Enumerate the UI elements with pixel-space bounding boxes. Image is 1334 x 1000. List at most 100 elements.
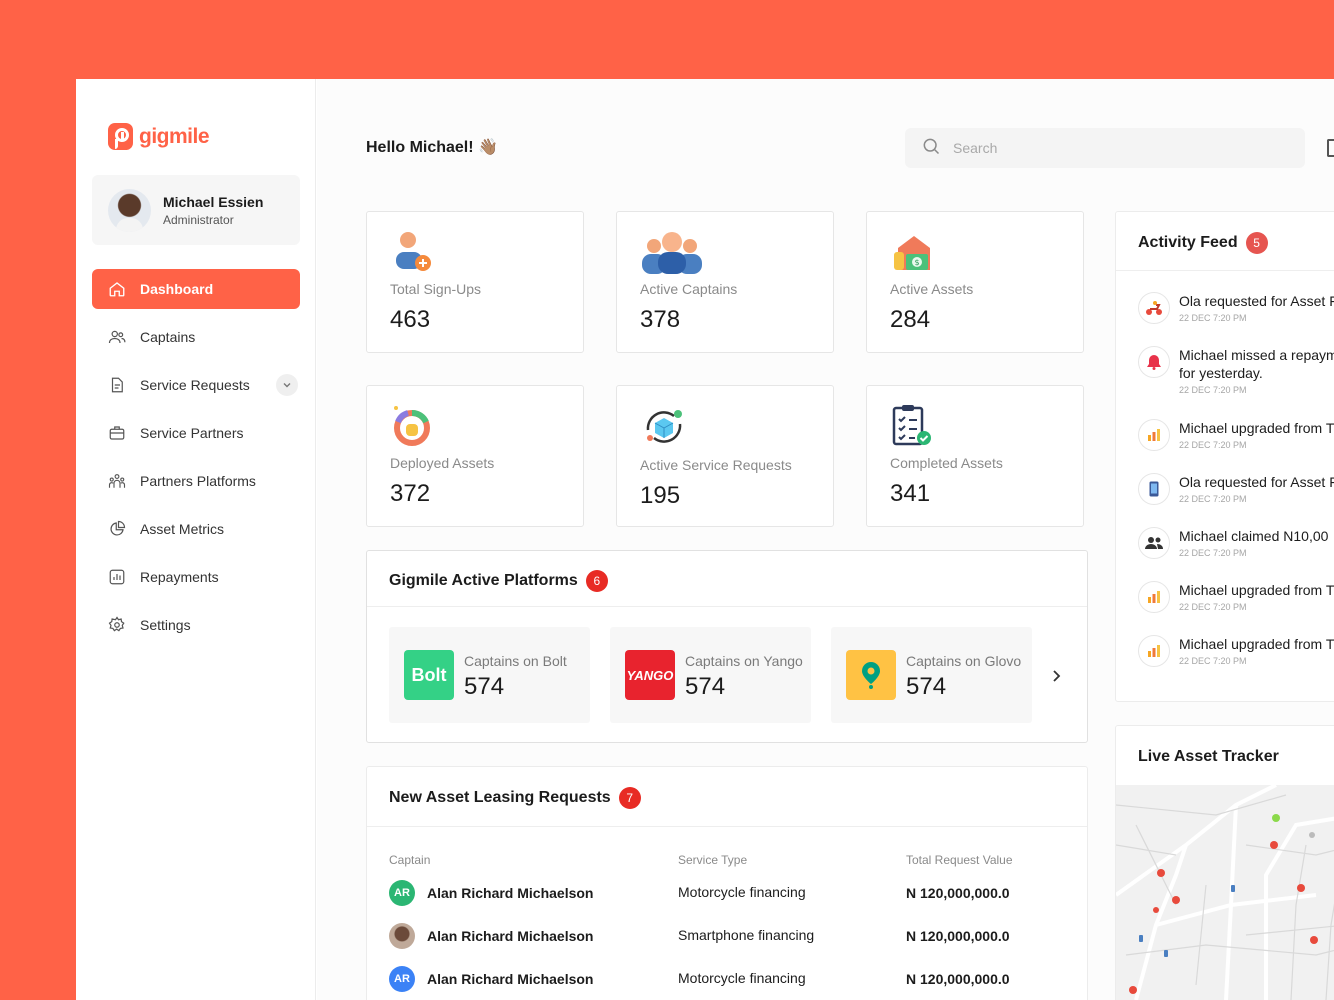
activity-time: 22 DEC 7:20 PM: [1179, 602, 1247, 612]
panel-title: Activity Feed 5: [1138, 232, 1268, 254]
bars-icon: [1138, 581, 1170, 613]
avatar: [108, 188, 151, 232]
sidebar-item-label: Repayments: [140, 569, 219, 585]
activity-time: 22 DEC 7:20 PM: [1179, 494, 1247, 504]
users-icon: [108, 328, 126, 346]
brand-name: gigmile: [139, 124, 210, 148]
panel-title: New Asset Leasing Requests 7: [389, 787, 641, 809]
platform-card-glovo[interactable]: Captains on Glovo 574: [831, 627, 1032, 723]
request-value: N 120,000,000.0: [906, 971, 1010, 987]
app-window: gigmile Michael Essien Administrator Das…: [76, 79, 1334, 1000]
stat-card-active-captains[interactable]: Active Captains 378: [616, 211, 834, 353]
bolt-logo: Bolt: [404, 650, 454, 700]
user-add-icon: [390, 230, 438, 274]
table-row[interactable]: Alan Richard Michaelson Smartphone finan…: [389, 921, 1069, 951]
main-content: Hello Michael! 👋🏽 Total Sign-Ups 463 Act…: [317, 79, 1334, 1000]
svg-text:$: $: [914, 258, 919, 267]
requests-count-badge: 7: [618, 787, 641, 809]
avatar: AR: [389, 880, 415, 906]
platforms-title: Gigmile Active Platforms: [389, 572, 578, 589]
divider: [1116, 270, 1334, 271]
group-icon: [108, 472, 126, 490]
sidebar-item-repayments[interactable]: Repayments: [92, 557, 300, 597]
bars-icon: [1138, 419, 1170, 451]
sidebar-item-dashboard[interactable]: Dashboard: [92, 269, 300, 309]
asset-leasing-requests-panel: New Asset Leasing Requests 7 Captain Ser…: [366, 766, 1088, 1000]
briefcase-icon: [108, 424, 126, 442]
pie-chart-icon: [108, 520, 126, 538]
stat-value: 372: [390, 480, 431, 507]
activity-text: Michael upgraded from T: [1179, 636, 1334, 652]
sidebar: gigmile Michael Essien Administrator Das…: [76, 79, 316, 1000]
stat-card-completed-assets[interactable]: Completed Assets 341: [866, 385, 1084, 527]
people-icon: [640, 230, 704, 274]
stat-card-active-assets[interactable]: $ Active Assets 284: [866, 211, 1084, 353]
bell-icon: [1138, 346, 1170, 378]
service-type: Smartphone financing: [678, 927, 815, 943]
bar-chart-icon: [108, 568, 126, 586]
user-role: Administrator: [163, 212, 234, 227]
sidebar-item-label: Service Requests: [140, 377, 250, 393]
table-header-total-value[interactable]: Total Request Value: [906, 853, 1013, 867]
asset-map[interactable]: [1116, 785, 1334, 1000]
page-greeting: Hello Michael! 👋🏽: [366, 139, 498, 156]
service-type: Motorcycle financing: [678, 970, 806, 986]
user-profile-card[interactable]: Michael Essien Administrator: [92, 175, 300, 245]
sidebar-item-captains[interactable]: Captains: [92, 317, 300, 357]
stat-card-deployed-assets[interactable]: Deployed Assets 372: [366, 385, 584, 527]
activity-time: 22 DEC 7:20 PM: [1179, 440, 1247, 450]
activity-text-continued: for yesterday.: [1179, 365, 1263, 381]
cube-cycle-icon: [640, 404, 688, 448]
table-header-service-type[interactable]: Service Type: [678, 853, 748, 867]
sidebar-item-asset-metrics[interactable]: Asset Metrics: [92, 509, 300, 549]
user-name: Michael Essien: [163, 193, 264, 210]
platform-value: 574: [464, 673, 505, 700]
platform-card-yango[interactable]: YANGO Captains on Yango 574: [610, 627, 811, 723]
search-bar[interactable]: [905, 128, 1305, 168]
gear-icon: [108, 616, 126, 634]
captain-name: Alan Richard Michaelson: [427, 928, 594, 944]
chevron-down-icon[interactable]: [275, 374, 298, 396]
sidebar-item-settings[interactable]: Settings: [92, 605, 300, 645]
house-money-icon: $: [890, 230, 938, 274]
service-type: Motorcycle financing: [678, 884, 806, 900]
activity-text: Ola requested for Asset F: [1179, 293, 1334, 309]
home-icon: [108, 280, 126, 298]
platforms-count-badge: 6: [585, 570, 608, 592]
stat-label: Active Captains: [640, 281, 738, 297]
header-action-icon[interactable]: [1327, 139, 1334, 157]
brand-logo[interactable]: gigmile: [108, 123, 210, 150]
platform-label: Captains on Yango: [685, 653, 803, 669]
platform-card-bolt[interactable]: Bolt Captains on Bolt 574: [389, 627, 590, 723]
sidebar-item-service-partners[interactable]: Service Partners: [92, 413, 300, 453]
stat-label: Completed Assets: [890, 455, 1003, 471]
search-input[interactable]: [953, 140, 1273, 156]
activity-feed-panel: Activity Feed 5 Ola requested for Asset …: [1115, 211, 1334, 702]
platform-value: 574: [906, 673, 947, 700]
chevron-right-icon[interactable]: [1049, 669, 1063, 683]
stat-card-total-signups[interactable]: Total Sign-Ups 463: [366, 211, 584, 353]
requests-title: New Asset Leasing Requests: [389, 789, 611, 806]
sidebar-item-label: Settings: [140, 617, 191, 633]
platform-value: 574: [685, 673, 726, 700]
sidebar-item-service-requests[interactable]: Service Requests: [92, 365, 300, 405]
activity-title: Activity Feed: [1138, 234, 1238, 251]
bars-icon: [1138, 635, 1170, 667]
sidebar-item-label: Service Partners: [140, 425, 244, 441]
stat-label: Active Service Requests: [640, 457, 792, 473]
stat-value: 284: [890, 306, 931, 333]
activity-time: 22 DEC 7:20 PM: [1179, 385, 1247, 395]
stat-value: 378: [640, 306, 681, 333]
table-row[interactable]: AR Alan Richard Michaelson Motorcycle fi…: [389, 878, 1069, 908]
table-header-captain[interactable]: Captain: [389, 853, 431, 867]
sidebar-item-partners-platforms[interactable]: Partners Platforms: [92, 461, 300, 501]
sidebar-item-label: Asset Metrics: [140, 521, 225, 537]
activity-text: Michael claimed N10,00: [1179, 528, 1329, 544]
captain-name: Alan Richard Michaelson: [427, 885, 594, 901]
table-row[interactable]: AR Alan Richard Michaelson Motorcycle fi…: [389, 964, 1069, 994]
sidebar-item-label: Dashboard: [140, 281, 214, 297]
stat-card-active-service-requests[interactable]: Active Service Requests 195: [616, 385, 834, 527]
stat-label: Total Sign-Ups: [390, 281, 482, 297]
stat-value: 341: [890, 480, 931, 507]
sidebar-item-label: Partners Platforms: [140, 473, 256, 489]
